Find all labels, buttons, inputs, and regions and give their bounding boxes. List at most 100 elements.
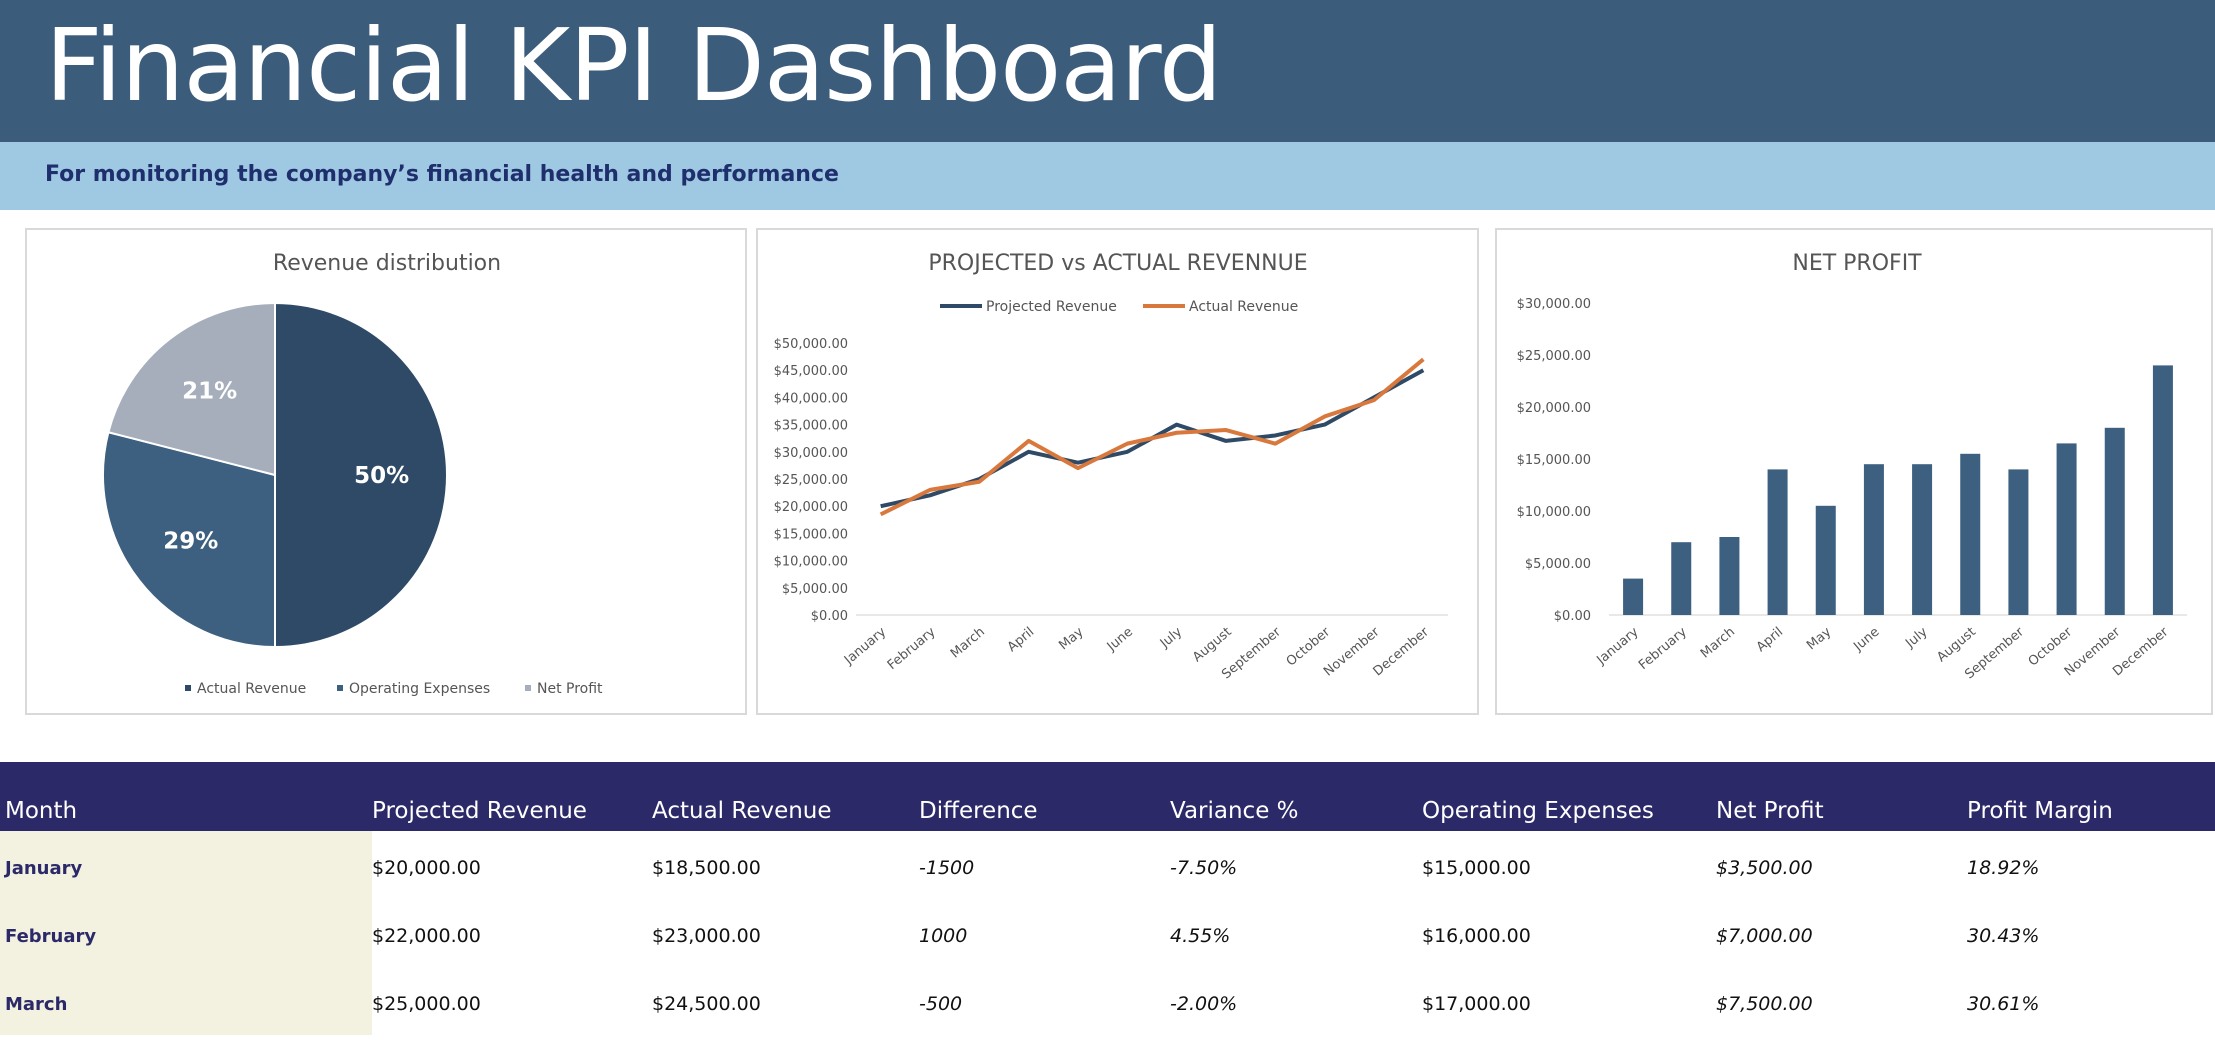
table-row: March $25,000.00 $24,500.00 -500 -2.00% …	[0, 967, 2215, 1035]
bar-june	[1863, 464, 1884, 615]
actual-revenue-cell[interactable]: $24,500.00	[652, 993, 761, 1015]
column-header-difference[interactable]: Difference	[919, 798, 1038, 824]
variance-cell[interactable]: -2.00%	[1170, 993, 1238, 1015]
x-tick-label: February	[1636, 624, 1690, 673]
column-header-projected-revenue[interactable]: Projected Revenue	[372, 798, 587, 824]
projected-revenue-cell[interactable]: $22,000.00	[372, 925, 481, 947]
bar-july	[1912, 464, 1933, 615]
x-tick-label: June	[1104, 625, 1136, 655]
column-header-profit-margin[interactable]: Profit Margin	[1967, 798, 2113, 824]
legend-marker-net-profit	[525, 685, 531, 691]
bar-january	[1623, 578, 1644, 615]
bar-april	[1767, 469, 1788, 615]
net-profit-cell[interactable]: $3,500.00	[1716, 857, 1813, 879]
x-tick-label: January	[841, 624, 889, 668]
month-cell[interactable]: January	[0, 831, 372, 899]
bar-chart-title: NET PROFIT	[1792, 251, 1922, 276]
x-tick-label: May	[1804, 624, 1834, 653]
column-header-net-profit[interactable]: Net Profit	[1716, 798, 1824, 824]
variance-cell[interactable]: 4.55%	[1170, 925, 1231, 947]
revenue-distribution-panel[interactable]: Revenue distribution 50% 29% 21% Actual Rev…	[25, 228, 747, 715]
bar-may	[1815, 505, 1836, 615]
column-header-variance[interactable]: Variance %	[1170, 798, 1299, 824]
pie-slice-actual-revenue	[274, 301, 448, 649]
subtitle-banner: For monitoring the company’s financial h…	[0, 142, 2215, 210]
y-tick-label: $30,000.00	[774, 446, 848, 461]
difference-cell[interactable]: 1000	[919, 925, 968, 947]
y-tick-label: $25,000.00	[774, 473, 848, 488]
y-tick-label: $50,000.00	[774, 337, 848, 352]
net-profit-panel[interactable]: NET PROFIT $0.00 $5,000.00 $10,000.00 $15,0…	[1495, 228, 2213, 715]
y-tick-label: $5,000.00	[1525, 557, 1591, 572]
pie-data-label-net-profit: 21%	[182, 379, 237, 405]
operating-expenses-cell[interactable]: $17,000.00	[1422, 993, 1531, 1015]
series-line-actual-revenue	[879, 357, 1425, 517]
x-tick-label: June	[1850, 625, 1882, 655]
pie-chart-title: Revenue distribution	[273, 251, 501, 276]
x-tick-label: February	[885, 624, 939, 673]
legend-marker-operating-expenses	[337, 685, 343, 691]
profit-margin-cell[interactable]: 18.92%	[1967, 857, 2040, 879]
difference-cell[interactable]: -1500	[919, 857, 975, 879]
y-tick-label: $40,000.00	[774, 391, 848, 406]
bar-december	[2152, 365, 2173, 615]
y-tick-label: $15,000.00	[774, 527, 848, 542]
profit-margin-cell[interactable]: 30.43%	[1967, 925, 2040, 947]
net-profit-chart: NET PROFIT $0.00 $5,000.00 $10,000.00 $15,0…	[1517, 251, 2187, 682]
net-profit-cell[interactable]: $7,000.00	[1716, 925, 1813, 947]
x-tick-label: December	[1371, 624, 1433, 679]
x-tick-label: March	[1698, 625, 1738, 662]
operating-expenses-cell[interactable]: $15,000.00	[1422, 857, 1531, 879]
table-row: January $20,000.00 $18,500.00 -1500 -7.5…	[0, 831, 2215, 899]
page-subtitle: For monitoring the company’s financial h…	[45, 162, 839, 187]
bar-october	[2056, 443, 2077, 615]
y-tick-label: $10,000.00	[774, 555, 848, 570]
column-header-operating-expenses[interactable]: Operating Expenses	[1422, 798, 1654, 824]
column-header-month[interactable]: Month	[5, 798, 78, 824]
legend-label-net-profit: Net Profit	[537, 681, 603, 697]
y-tick-label: $25,000.00	[1517, 349, 1591, 364]
difference-cell[interactable]: -500	[919, 993, 963, 1015]
pie-data-label-actual-revenue: 50%	[354, 463, 409, 489]
x-tick-label: May	[1056, 624, 1086, 653]
x-tick-label: July	[1902, 624, 1931, 651]
x-tick-label: April	[1754, 625, 1786, 656]
actual-revenue-cell[interactable]: $18,500.00	[652, 857, 761, 879]
bar-march	[1719, 537, 1740, 615]
legend-label-actual-revenue: Actual Revenue	[1189, 299, 1298, 315]
projected-revenue-cell[interactable]: $20,000.00	[372, 857, 481, 879]
column-header-actual-revenue[interactable]: Actual Revenue	[652, 798, 832, 824]
bar-february	[1671, 542, 1692, 615]
kpi-table-container: Month Projected Revenue Actual Revenue D…	[0, 762, 2215, 1056]
title-banner: Financial KPI Dashboard	[0, 0, 2215, 142]
net-profit-cell[interactable]: $7,500.00	[1716, 993, 1813, 1015]
y-tick-label: $35,000.00	[774, 419, 848, 434]
page-title: Financial KPI Dashboard	[45, 7, 1222, 124]
x-tick-label: July	[1157, 624, 1186, 651]
pie-data-label-operating-expenses: 29%	[163, 528, 218, 554]
table-row: February $22,000.00 $23,000.00 1000 4.55…	[0, 899, 2215, 967]
actual-revenue-cell[interactable]: $23,000.00	[652, 925, 761, 947]
legend-label-projected-revenue: Projected Revenue	[986, 299, 1117, 315]
x-tick-label: March	[948, 625, 988, 662]
projected-vs-actual-panel[interactable]: PROJECTED vs ACTUAL REVENNUE $0.00 $5,000…	[756, 228, 1479, 715]
profit-margin-cell[interactable]: 30.61%	[1967, 993, 2040, 1015]
month-cell[interactable]: March	[0, 967, 372, 1035]
y-tick-label: $20,000.00	[774, 500, 848, 515]
x-tick-label: August	[1934, 625, 1978, 666]
pie-slice-net-profit	[107, 301, 276, 477]
month-cell[interactable]: February	[0, 899, 372, 967]
y-tick-label: $30,000.00	[1517, 297, 1591, 312]
operating-expenses-cell[interactable]: $16,000.00	[1422, 925, 1531, 947]
projected-vs-actual-chart: PROJECTED vs ACTUAL REVENNUE $0.00 $5,000…	[774, 251, 1448, 682]
pie-slice-operating-expenses	[102, 431, 276, 649]
legend-label-operating-expenses: Operating Expenses	[349, 681, 490, 697]
y-tick-label: $45,000.00	[774, 364, 848, 379]
y-tick-label: $20,000.00	[1517, 401, 1591, 416]
projected-revenue-cell[interactable]: $25,000.00	[372, 993, 481, 1015]
variance-cell[interactable]: -7.50%	[1170, 857, 1238, 879]
bar-august	[1960, 453, 1981, 615]
bar-september	[2008, 469, 2029, 615]
y-tick-label: $5,000.00	[782, 582, 848, 597]
x-tick-label: April	[1005, 625, 1037, 656]
